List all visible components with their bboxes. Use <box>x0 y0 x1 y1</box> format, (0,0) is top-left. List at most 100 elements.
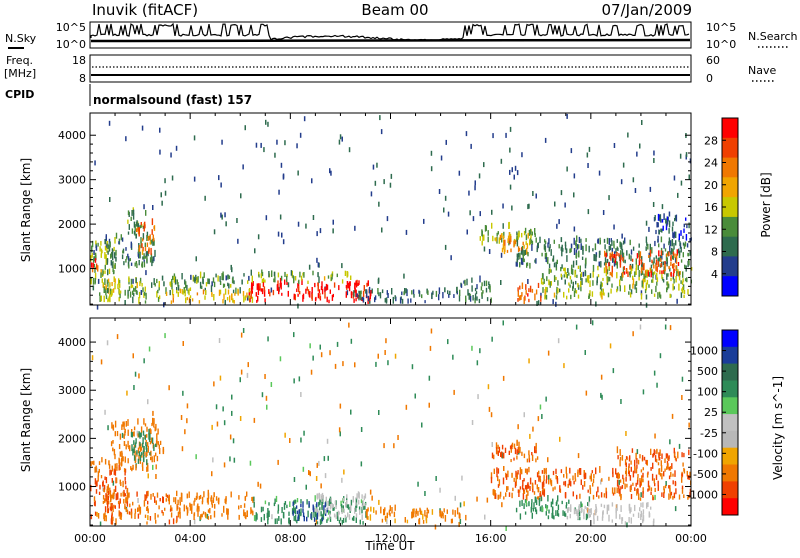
data-cell <box>616 504 618 511</box>
data-cell <box>636 489 638 496</box>
data-cell <box>651 279 653 283</box>
data-cell <box>155 443 157 447</box>
data-cell <box>541 482 544 489</box>
data-cell <box>112 261 114 268</box>
data-cell <box>251 296 254 303</box>
data-cell <box>471 277 473 283</box>
data-cell <box>635 263 638 271</box>
scatter-cell <box>330 170 332 176</box>
data-cell <box>625 470 627 475</box>
data-cell <box>105 290 107 296</box>
data-cell <box>110 470 112 475</box>
data-cell <box>119 293 121 299</box>
data-cell <box>128 445 130 450</box>
data-cell <box>613 253 616 259</box>
data-cell <box>592 482 594 487</box>
data-cell <box>598 495 600 499</box>
scatter-cell <box>95 243 97 249</box>
data-cell <box>525 248 528 255</box>
data-cell <box>366 509 368 514</box>
data-cell <box>137 433 139 438</box>
data-cell <box>278 516 280 521</box>
data-cell <box>647 271 649 277</box>
data-cell <box>326 519 328 523</box>
data-cell <box>669 466 672 471</box>
data-cell <box>581 503 583 508</box>
data-cell <box>637 488 639 494</box>
data-cell <box>588 275 590 280</box>
data-cell <box>123 261 125 266</box>
scatter-cell <box>370 506 372 512</box>
data-cell <box>406 519 409 524</box>
data-cell <box>647 243 649 250</box>
data-cell <box>592 494 595 500</box>
scatter-cell <box>458 522 460 527</box>
data-cell <box>227 274 229 280</box>
data-cell <box>144 514 147 518</box>
data-cell <box>251 290 253 294</box>
data-cell <box>101 250 103 254</box>
scatter-cell <box>375 361 377 367</box>
data-cell <box>508 222 510 229</box>
data-cell <box>521 451 523 456</box>
scatter-cell <box>220 182 222 188</box>
data-cell <box>655 474 658 480</box>
data-cell <box>145 292 147 300</box>
data-cell <box>143 451 145 457</box>
data-cell <box>519 446 521 454</box>
scatter-cell <box>497 494 499 500</box>
data-cell <box>330 277 333 281</box>
scatter-cell <box>222 406 224 412</box>
data-cell <box>90 255 92 262</box>
data-cell <box>673 263 675 268</box>
data-cell <box>662 225 664 231</box>
data-cell <box>143 253 145 260</box>
data-cell <box>143 224 145 232</box>
scatter-cell <box>444 287 446 293</box>
data-cell <box>645 282 648 289</box>
scatter-cell <box>254 248 256 254</box>
data-cell <box>502 223 504 229</box>
data-cell <box>668 475 671 480</box>
colorbar-tick-label: 1000 <box>690 345 718 358</box>
data-cell <box>164 507 166 511</box>
data-cell <box>135 289 138 294</box>
scatter-cell <box>108 460 110 466</box>
data-cell <box>606 504 609 509</box>
data-cell <box>578 236 581 243</box>
data-cell <box>114 252 116 259</box>
data-cell <box>682 278 684 283</box>
colorbar-tick-label: 25 <box>704 406 718 419</box>
scatter-cell <box>608 195 610 201</box>
data-cell <box>98 491 101 495</box>
data-cell <box>147 442 149 447</box>
data-cell <box>93 460 95 466</box>
data-cell <box>302 508 304 513</box>
scatter-cell <box>591 320 594 326</box>
data-cell <box>566 507 569 511</box>
scatter-cell <box>387 293 389 298</box>
data-cell <box>606 269 609 275</box>
data-cell <box>673 278 675 284</box>
data-cell <box>139 460 141 464</box>
data-cell <box>244 512 246 519</box>
data-cell <box>578 244 580 249</box>
data-cell <box>682 286 684 294</box>
scatter-cell <box>104 409 106 415</box>
scatter-cell <box>500 158 503 164</box>
scatter-cell <box>669 439 671 445</box>
data-cell <box>638 250 640 258</box>
data-cell <box>683 494 685 498</box>
data-cell <box>217 275 219 282</box>
data-cell <box>394 518 396 524</box>
data-cell <box>305 288 307 294</box>
data-cell <box>318 501 320 507</box>
scatter-cell <box>384 350 386 355</box>
data-cell <box>614 259 616 264</box>
scatter-cell <box>640 492 642 498</box>
data-cell <box>508 450 510 455</box>
data-cell <box>274 518 276 525</box>
data-cell <box>412 289 415 295</box>
data-cell <box>497 468 500 474</box>
data-cell <box>211 503 214 508</box>
